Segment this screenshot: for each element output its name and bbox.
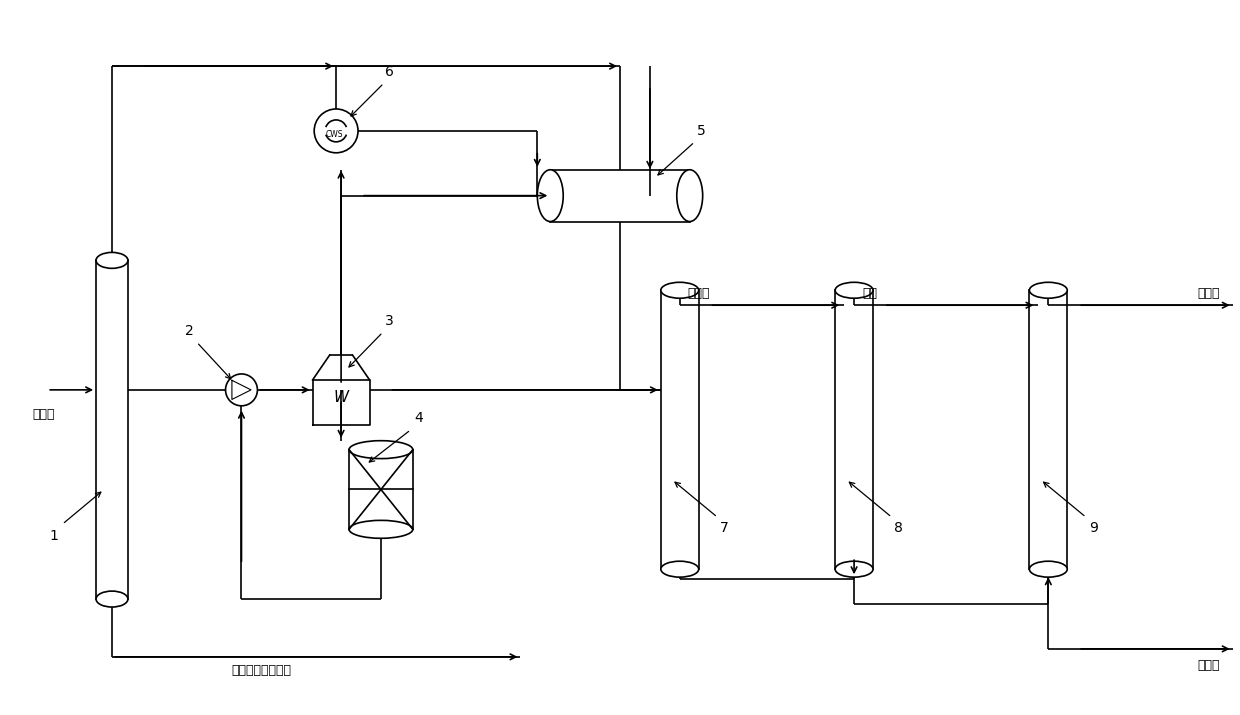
Bar	[661, 290, 698, 569]
Bar	[551, 169, 689, 222]
Ellipse shape	[95, 252, 128, 268]
Ellipse shape	[1029, 561, 1068, 577]
Ellipse shape	[348, 440, 413, 458]
Bar	[348, 450, 413, 529]
Text: 9: 9	[1089, 521, 1097, 536]
Ellipse shape	[677, 169, 703, 222]
Text: 3: 3	[384, 314, 393, 328]
Ellipse shape	[836, 282, 873, 298]
Text: 8: 8	[894, 521, 904, 536]
Ellipse shape	[537, 169, 563, 222]
Ellipse shape	[95, 591, 128, 607]
Circle shape	[314, 109, 358, 153]
Ellipse shape	[661, 561, 698, 577]
Text: 5: 5	[697, 124, 706, 138]
Ellipse shape	[1029, 282, 1068, 298]
Ellipse shape	[836, 561, 873, 577]
Text: 4: 4	[414, 410, 423, 425]
Text: 不燃气: 不燃气	[688, 287, 711, 300]
Text: W: W	[334, 390, 348, 405]
Text: 7: 7	[720, 521, 729, 536]
Text: CWS: CWS	[325, 130, 343, 139]
Bar	[95, 260, 128, 599]
Text: 正己烷: 正己烷	[1198, 287, 1220, 300]
Ellipse shape	[661, 282, 698, 298]
Bar	[836, 290, 873, 569]
Text: 抽余油: 抽余油	[32, 408, 55, 421]
Ellipse shape	[348, 521, 413, 538]
Circle shape	[226, 374, 258, 406]
Text: 6: 6	[386, 65, 394, 79]
Bar	[1029, 290, 1068, 569]
Text: 轻烃: 轻烃	[862, 287, 877, 300]
Text: 2: 2	[185, 324, 193, 338]
Text: 1: 1	[50, 529, 58, 543]
Text: 重组分: 重组分	[1198, 659, 1220, 672]
Text: 碳七碳八等重组分: 碳七碳八等重组分	[232, 664, 291, 677]
